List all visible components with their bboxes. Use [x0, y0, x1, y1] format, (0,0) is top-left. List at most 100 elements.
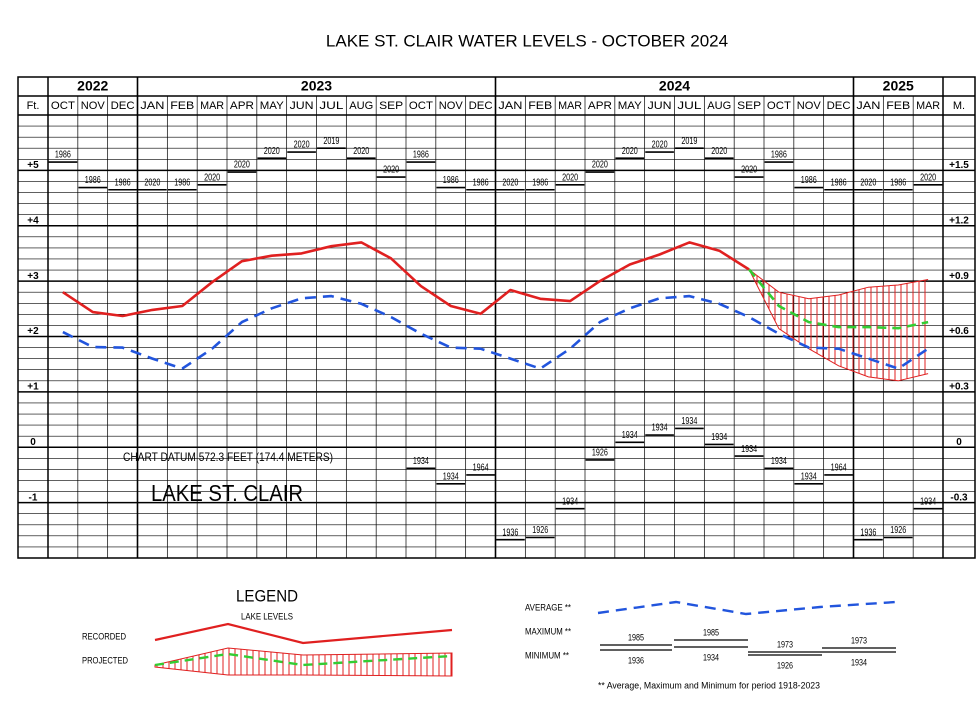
extreme-label: 2020 — [592, 160, 608, 171]
extreme-label: 2020 — [711, 146, 727, 157]
y-tick-label: +2 — [27, 326, 39, 337]
y-tick-label: +3 — [27, 271, 39, 282]
legend-projected-range — [154, 647, 453, 677]
projection-range-lower — [748, 269, 929, 382]
projection-range — [749, 269, 929, 381]
legend-max-label: 1973 — [851, 635, 867, 645]
x-tick-label: SEP — [379, 100, 403, 112]
frame — [17, 76, 976, 559]
y2-tick-label: +0.9 — [949, 271, 969, 282]
extreme-label: 1986 — [801, 175, 817, 186]
legend-label: MAXIMUM ** — [525, 626, 571, 636]
y-tick-label: +5 — [27, 160, 39, 171]
x-tick-label: JAN — [856, 100, 880, 112]
y-tick-label: +1 — [27, 382, 39, 393]
y2-tick-label: +0.6 — [949, 326, 969, 337]
extreme-label: 2019 — [681, 136, 697, 147]
extreme-label: 2020 — [652, 140, 668, 151]
extreme-label: 1934 — [711, 432, 727, 443]
extreme-label: 1934 — [622, 430, 638, 441]
y-tick-label: +4 — [27, 215, 39, 226]
extreme-label: 2019 — [323, 136, 339, 147]
x-tick-label: JUL — [677, 100, 701, 112]
extreme-label: 1934 — [741, 444, 757, 455]
extreme-label: 1964 — [831, 463, 847, 474]
extreme-label: 2020 — [204, 172, 220, 183]
extreme-label: 1934 — [681, 416, 697, 427]
chart-title: LAKE ST. CLAIR WATER LEVELS - OCTOBER 20… — [326, 31, 728, 50]
extreme-label: 1986 — [413, 150, 429, 161]
legend-label: RECORDED — [82, 631, 126, 641]
x-tick-label: SEP — [737, 100, 761, 112]
annotation: CHART DATUM 572.3 FEET (174.4 METERS) — [123, 450, 333, 464]
extreme-label: 1986 — [115, 177, 131, 188]
extreme-label: 1926 — [890, 525, 906, 536]
extreme-label: 1934 — [771, 456, 787, 467]
x-tick-label: OCT — [409, 100, 433, 112]
year-label: 2024 — [659, 78, 690, 94]
y2-tick-label: +1.2 — [949, 215, 969, 226]
x-tick-label: DEC — [111, 100, 135, 112]
x-tick-label: MAY — [260, 100, 285, 112]
x-tick-label: JAN — [140, 100, 164, 112]
x-tick-label: NOV — [797, 100, 822, 112]
x-tick-label: AUG — [349, 100, 373, 112]
legend-min-label: 1936 — [628, 655, 644, 665]
y-tick-label: -1 — [29, 492, 38, 503]
extreme-label: 1936 — [860, 527, 876, 538]
series-line — [62, 294, 929, 370]
x-tick-label: DEC — [827, 100, 851, 112]
y-tick-label: 0 — [30, 437, 36, 448]
x-tick-label: MAR — [916, 100, 940, 112]
y2-tick-label: -0.3 — [950, 492, 968, 503]
x-tick-label: AUG — [707, 100, 731, 112]
legend-average-sample — [597, 600, 897, 616]
extreme-label: 2020 — [294, 140, 310, 151]
extreme-label: 2020 — [741, 165, 757, 176]
extreme-label: 1986 — [831, 177, 847, 188]
legend-projected-sample — [154, 652, 453, 667]
extreme-label: 1934 — [443, 471, 459, 482]
x-tick-label: OCT — [767, 100, 791, 112]
x-tick-label: JUN — [290, 100, 314, 112]
extreme-label: 1964 — [473, 463, 489, 474]
x-tick-label: MAR — [200, 100, 224, 112]
series-line — [748, 268, 929, 330]
series-line — [62, 241, 750, 318]
x-tick-label: DEC — [469, 100, 493, 112]
x-tick-label: NOV — [81, 100, 106, 112]
legend-label: MINIMUM ** — [525, 650, 569, 660]
year-label: 2023 — [301, 78, 332, 94]
extreme-label: 2020 — [234, 160, 250, 171]
legend-min-label: 1934 — [703, 652, 719, 662]
extreme-label: 1934 — [920, 496, 936, 507]
legend-label: AVERAGE ** — [525, 602, 571, 612]
extreme-label: 1926 — [532, 525, 548, 536]
extreme-label: 1926 — [592, 448, 608, 459]
extreme-label: 1934 — [652, 423, 668, 434]
x-tick-label: FEB — [886, 100, 910, 112]
extreme-label: 2020 — [860, 177, 876, 188]
x-tick-label: MAR — [558, 100, 582, 112]
y2-tick-label: +1.5 — [949, 160, 969, 171]
x-tick-label: APR — [230, 100, 254, 112]
y2-tick-label: 0 — [956, 437, 962, 448]
extreme-label: 1936 — [502, 527, 518, 538]
legend-title: LEGEND — [236, 586, 298, 605]
extreme-label: 1934 — [413, 456, 429, 467]
extreme-label: 1986 — [443, 175, 459, 186]
extreme-label: 1986 — [473, 177, 489, 188]
legend-min-label: 1926 — [777, 660, 793, 670]
legend-footnote: ** Average, Maximum and Minimum for peri… — [598, 680, 820, 690]
extreme-label: 1934 — [801, 471, 817, 482]
x-tick-label: OCT — [51, 100, 75, 112]
x-tick-label: JAN — [498, 100, 522, 112]
extreme-label: 1986 — [771, 150, 787, 161]
year-label: 2025 — [883, 78, 914, 94]
legend-recorded-sample — [154, 622, 453, 645]
extreme-label: 2020 — [353, 146, 369, 157]
x-tick-label: JUN — [648, 100, 672, 112]
x-tick-label: FEB — [170, 100, 194, 112]
extreme-label: 2020 — [144, 177, 160, 188]
